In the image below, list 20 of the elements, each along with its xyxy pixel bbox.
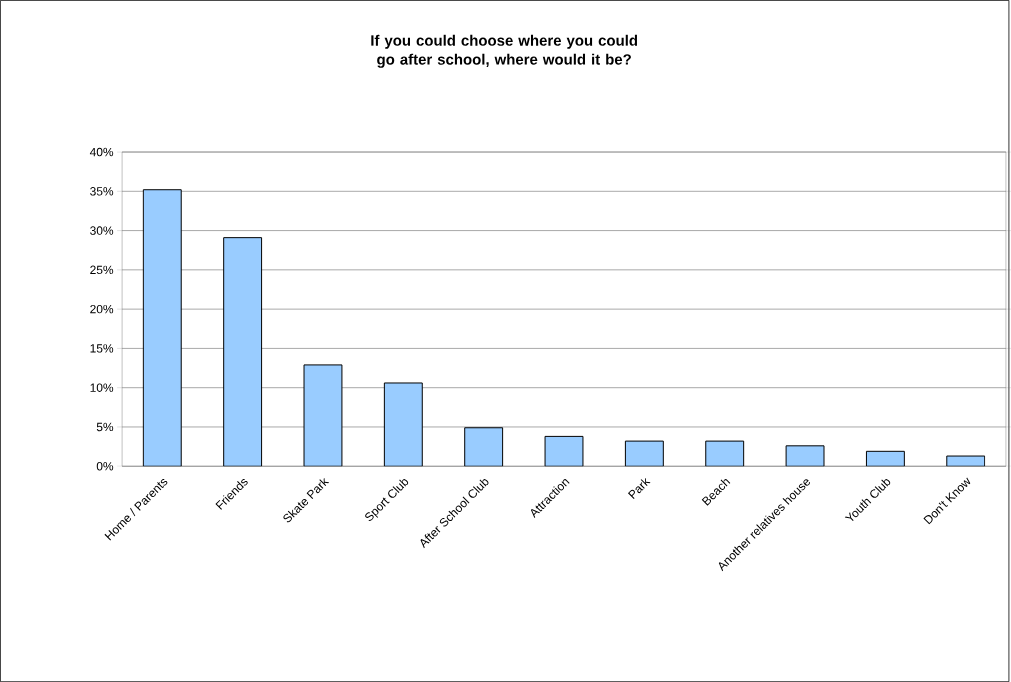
- bar: [142, 189, 182, 467]
- bar: [544, 435, 584, 467]
- y-tick-label: 40%: [89, 147, 114, 157]
- y-tick-label: 15%: [90, 344, 114, 353]
- bar: [223, 237, 263, 467]
- y-tick-label: 5%: [96, 422, 114, 432]
- bar: [624, 440, 664, 467]
- bar: [464, 427, 504, 467]
- bar: [785, 445, 825, 467]
- bar: [865, 450, 905, 467]
- y-tick-label: 20%: [90, 304, 114, 314]
- y-tick-label: 0%: [96, 461, 114, 471]
- y-tick-label: 10%: [90, 383, 114, 392]
- bar: [303, 364, 343, 467]
- y-tick-label: 35%: [90, 187, 114, 196]
- chart-title: If you could choose where you could go after school, where would it be?: [371, 34, 638, 68]
- y-tick-label: 25%: [90, 265, 114, 275]
- bar: [705, 440, 745, 467]
- bar: [383, 382, 423, 467]
- y-tick-label: 30%: [90, 226, 114, 235]
